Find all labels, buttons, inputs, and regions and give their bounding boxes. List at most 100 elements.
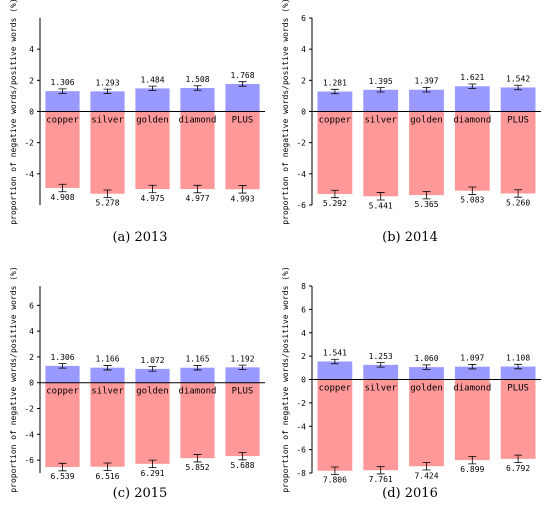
negative-bar (45, 111, 80, 188)
positive-value-label: 1.072 (140, 356, 164, 365)
error-bar (193, 184, 202, 194)
y-tick-label: -2 (296, 139, 306, 148)
negative-bar (500, 111, 536, 194)
error-bar (103, 365, 112, 371)
error-bar (148, 459, 157, 468)
error-bar (376, 362, 385, 368)
negative-value-label: 5.278 (95, 199, 119, 208)
panel-caption: (d) 2016 (382, 486, 438, 501)
category-label: copper (319, 116, 352, 126)
negative-bar (409, 379, 444, 467)
error-bar (330, 189, 339, 199)
negative-value-label: 6.899 (460, 465, 484, 474)
negative-bar (135, 382, 170, 464)
negative-bar (454, 379, 490, 461)
category-label: silver (364, 116, 397, 126)
error-bar (422, 462, 431, 471)
y-tick-label: -4 (24, 430, 34, 439)
error-bar (330, 358, 339, 365)
y-tick-label: -4 (24, 170, 34, 179)
negative-value-label: 6.291 (140, 469, 164, 478)
positive-value-label: 1.306 (50, 353, 74, 362)
negative-value-label: 5.441 (369, 201, 393, 210)
error-bar (238, 81, 247, 87)
positive-value-label: 1.621 (460, 73, 484, 82)
chart-panel-2: -6 -4 -2 0 2 4 6 proportion of negative words/p… (9, 266, 265, 501)
positive-value-label: 1.293 (95, 78, 119, 87)
error-bar (58, 363, 67, 369)
y-axis-label: proportion of negative words/positive wo… (281, 0, 290, 225)
error-bar (376, 192, 385, 201)
positive-bar (363, 89, 399, 112)
error-bar (468, 186, 477, 195)
positive-value-label: 1.541 (323, 348, 347, 357)
category-label: golden (410, 116, 443, 126)
error-bar (468, 83, 477, 89)
positive-bar (317, 361, 353, 380)
error-bar (376, 87, 385, 93)
error-bar (148, 366, 157, 372)
error-bar (514, 363, 523, 370)
y-tick-label: 4 (301, 329, 306, 338)
negative-bar (363, 111, 399, 197)
y-tick-label: 8 (301, 282, 306, 291)
category-label: PLUS (507, 116, 529, 126)
y-tick-label: 6 (301, 305, 306, 314)
positive-bar (454, 366, 490, 380)
error-bar (193, 85, 202, 91)
negative-bar (135, 111, 170, 190)
category-label: golden (136, 116, 169, 126)
y-tick-label: -4 (296, 170, 306, 179)
y-tick-label: 2 (301, 76, 306, 85)
error-bar (193, 454, 202, 463)
error-bar (58, 183, 67, 193)
negative-value-label: 6.539 (50, 472, 74, 481)
category-label: diamond (453, 116, 491, 126)
y-axis-label: proportion of negative words/positive wo… (281, 266, 290, 492)
positive-bar (225, 367, 260, 383)
category-label: diamond (179, 387, 217, 397)
positive-value-label: 1.542 (506, 74, 530, 83)
error-bar (58, 88, 67, 94)
positive-value-label: 1.192 (230, 354, 254, 363)
positive-value-label: 1.395 (369, 77, 393, 86)
y-tick-label: 2 (29, 76, 34, 85)
y-tick-label: 6 (301, 14, 306, 23)
chart-panel-3: -8 -6 -4 -2 0 2 4 6 8 proportion of negative word… (281, 266, 541, 501)
negative-bar (180, 382, 215, 459)
y-tick-label: -6 (24, 456, 34, 465)
error-bar (514, 189, 523, 198)
y-tick-label: -2 (296, 399, 306, 408)
category-label: copper (46, 116, 79, 126)
positive-bar (409, 367, 444, 380)
error-bar (238, 364, 247, 370)
error-bar (148, 85, 157, 92)
y-tick-label: 0 (29, 108, 34, 117)
category-label: PLUS (232, 387, 254, 397)
category-label: silver (364, 384, 397, 394)
positive-value-label: 1.397 (414, 77, 438, 86)
category-label: golden (410, 384, 443, 394)
y-tick-label: -6 (296, 446, 306, 455)
error-bar (193, 365, 202, 371)
positive-bar (363, 364, 399, 380)
error-bar (330, 88, 339, 95)
error-bar (514, 84, 523, 91)
y-tick-label: -2 (24, 405, 34, 414)
negative-value-label: 5.365 (414, 200, 438, 209)
negative-bar (317, 111, 353, 194)
panel-caption: (b) 2014 (382, 230, 438, 245)
y-tick-label: 2 (301, 352, 306, 361)
y-tick-label: -6 (296, 201, 306, 210)
y-tick-label: 6 (29, 301, 34, 310)
error-bar (468, 364, 477, 370)
y-axis-label: proportion of negative words/positive wo… (9, 266, 18, 492)
positive-value-label: 1.108 (506, 354, 530, 363)
positive-bar (225, 83, 260, 112)
y-tick-label: 2 (29, 353, 34, 362)
y-tick-label: -4 (296, 422, 306, 431)
negative-value-label: 5.852 (185, 463, 209, 472)
category-label: golden (136, 387, 169, 397)
negative-bar (363, 379, 399, 471)
